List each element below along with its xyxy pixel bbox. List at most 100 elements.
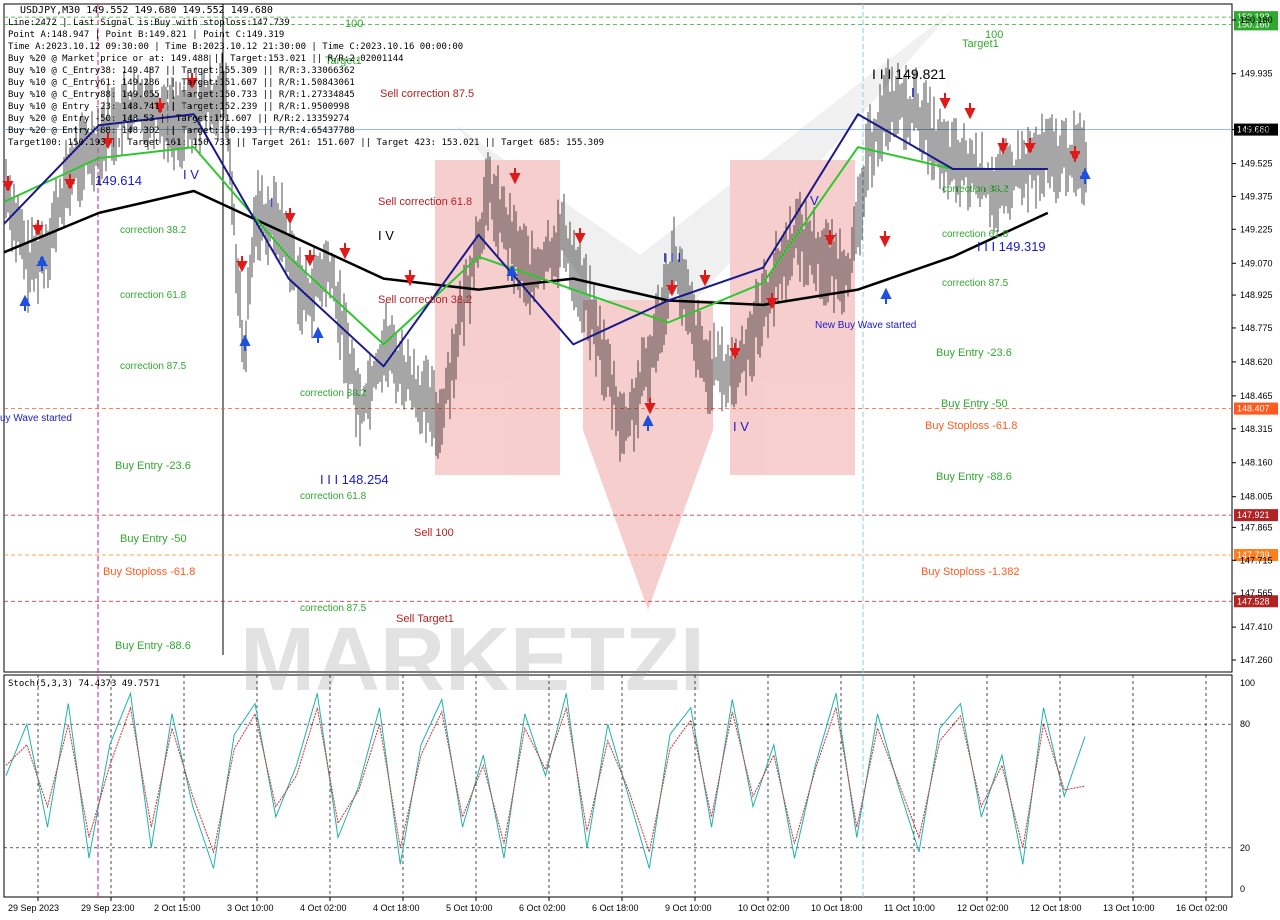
chart-annotation: 100 [345,18,363,30]
info-line: Point A:148.947 | Point B:149.821 | Poin… [8,30,284,40]
sell-arrow [939,93,951,110]
sell-arrow [2,176,14,193]
price-series [5,52,1087,462]
chart-annotation: Buy Stoploss -61.8 [103,566,195,578]
chart-annotation: correction 38.2 [300,388,367,399]
y-tick-label: 148.315 [1240,424,1273,434]
chart-annotation: Buy Entry -88.6 [115,640,191,652]
y-tick-label: 149.935 [1240,69,1273,79]
y-tick-label: 148.005 [1240,492,1273,502]
y-tick-label: 147.565 [1240,588,1273,598]
chart-annotation: correction 38.2 [120,225,187,236]
main-chart-frame [3,3,1233,673]
y-tick-label: 149.375 [1240,191,1273,201]
info-line: Buy %10 @ C_Entry61: 149.286 || Target:1… [8,78,355,88]
y-tick-label: 148.620 [1240,357,1273,367]
chart-annotation: correction 61.8 [942,229,1009,240]
chart-annotation: I I I 148.254 [320,472,389,487]
chart-annotation: 100 [985,29,1003,41]
chart-annotation: correction 61.8 [300,491,367,502]
chart-annotation: Buy Entry -50 [120,533,187,545]
sell-arrow [574,228,586,245]
moving-averages [3,113,1049,368]
chart-annotation: correction 38.2 [942,184,1009,195]
price-tag-label: 147.739 [1237,550,1270,560]
sell-arrow [102,133,114,150]
y-tick-label: 150.180 [1240,15,1273,25]
price-tag-label: 147.921 [1237,510,1270,520]
stoch-line [5,705,1086,854]
sell-arrow [509,168,521,185]
sell-arrow [64,174,76,191]
y-tick-label: 148.925 [1240,290,1273,300]
buy-arrow [312,326,324,343]
sell-arrow [404,270,416,287]
y-tick-label: 147.410 [1240,622,1273,632]
info-line: Line:2472 | Last Signal is:Buy with stop… [8,18,290,28]
chart-annotation: correction 87.5 [300,603,367,614]
time-axis: 29 Sep 2023 29 Sep 23:00 2 Oct 15:00 3 Oct … [8,897,1228,913]
x-tick-label: 10 Oct 18:00 [811,903,863,913]
moving-average-line [3,113,1048,368]
stoch-line [5,691,1086,869]
price-tag-label: 150.193 [1237,12,1270,22]
x-tick-label: 10 Oct 02:00 [738,903,790,913]
x-tick-label: 29 Sep 23:00 [81,903,135,913]
chart-annotation: Buy Stoploss -61.8 [925,420,1017,432]
chart-annotation: Sell correction 61.8 [378,196,472,208]
x-tick-label: 3 Oct 10:00 [227,903,274,913]
stoch-title: Stoch(5,3,3) 74.4373 49.7571 [8,679,160,689]
chart-annotation: correction 87.5 [942,278,1009,289]
y-tick-label: 149.070 [1240,258,1273,268]
buy-arrow [36,254,48,271]
price-tag [1234,402,1278,415]
chart-annotation: Target1 [962,38,999,50]
buy-arrow [19,294,31,311]
sell-arrow [304,250,316,267]
y-tick-label: 149.225 [1240,224,1273,234]
sell-arrow [824,230,836,247]
x-tick-label: 4 Oct 18:00 [373,903,420,913]
x-tick-label: 11 Oct 10:00 [884,903,935,913]
info-line: Buy %20 @ Entry -88: 148.302 || Target:1… [8,126,355,136]
chart-annotation: V [810,193,819,208]
y-tick-label: 147.865 [1240,522,1273,532]
chart-annotation: Sell correction 38.2 [378,294,472,306]
chart-annotation: I I I 149.319 [977,239,1046,254]
sell-arrow [997,138,1009,155]
stoch-y-tick: 80 [1240,719,1250,729]
chart-annotation: uy Wave started [0,413,72,424]
x-tick-label: 6 Oct 18:00 [592,903,639,913]
info-line: Buy %10 @ Entry -23: 148.741 || Target:1… [8,102,349,112]
price-tag [1234,595,1278,608]
x-tick-label: 16 Oct 02:00 [1176,903,1228,913]
buy-arrow [506,264,518,281]
price-axis[interactable]: 150.180 149.935 149.680 149.525 149.375 149.2… [1232,15,1273,665]
stoch-y-tick: 100 [1240,678,1255,688]
chart-annotation: I [911,85,915,100]
chart-annotation: I V [378,228,394,243]
buy-arrow [1079,167,1091,184]
price-tag [1234,18,1278,31]
chart-annotation: Buy Entry -50 [941,398,1008,410]
sell-arrow [339,243,351,260]
chart-annotation: I V [183,167,199,182]
chart-annotation: I I I [663,250,681,265]
x-tick-label: 5 Oct 10:00 [446,903,493,913]
info-line: Buy %10 @ C_Entry38: 149.487 || Target:1… [8,66,355,76]
price-tag-label: 148.407 [1237,404,1270,414]
x-tick-label: 9 Oct 10:00 [665,903,712,913]
buy-arrow [642,414,654,431]
sell-arrow [766,293,778,310]
sell-arrow [1069,146,1081,163]
chart-annotation: Sell correction 87.5 [380,88,474,100]
sell-arrow [186,73,198,90]
chart-annotation: Buy Stoploss -1.382 [921,566,1019,578]
chart-annotation: I V [733,419,749,434]
x-tick-label: 12 Oct 02:00 [957,903,1009,913]
sell-arrow [284,208,296,225]
sell-arrow [964,103,976,120]
x-tick-label: 29 Sep 2023 [8,903,59,913]
